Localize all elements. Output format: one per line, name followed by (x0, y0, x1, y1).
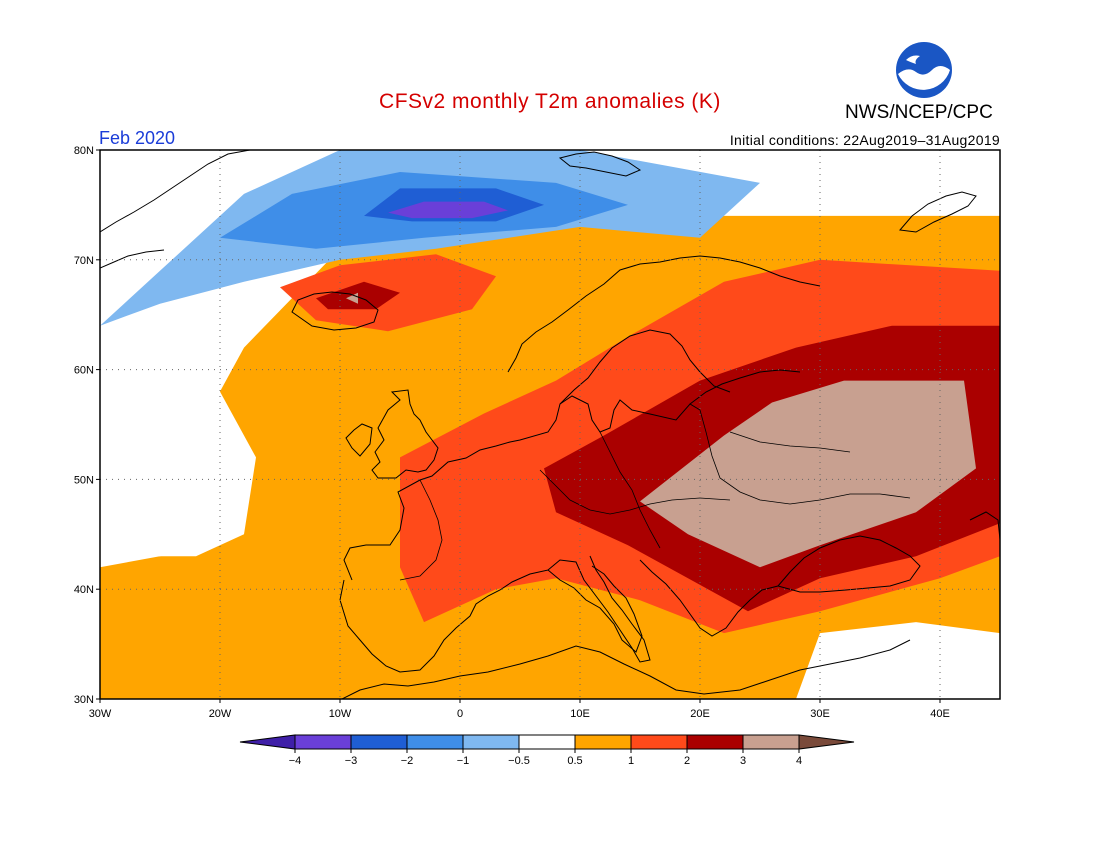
colorbar-swatch (350, 734, 408, 750)
colorbar-swatch (630, 734, 688, 750)
lat-tick-label: 30N (74, 694, 94, 706)
lon-tick-label: 30W (89, 708, 112, 720)
lat-tick-label: 70N (74, 255, 94, 267)
anomaly-region-1 (100, 150, 760, 326)
lat-tick-label: 80N (74, 145, 94, 157)
colorbar-label: −3 (345, 755, 358, 767)
colorbar-label: 2 (684, 755, 690, 767)
forecast-month: Feb 2020 (99, 128, 176, 148)
colorbar-label: −1 (457, 755, 470, 767)
chart-title: CFSv2 monthly T2m anomalies (K) (379, 90, 721, 113)
anomaly-region-12 (796, 622, 1000, 699)
anomaly-region-11 (100, 347, 256, 557)
initial-conditions: Initial conditions: 22Aug2019–31Aug2019 (729, 132, 1000, 148)
colorbar-arrow-high (798, 734, 855, 750)
colorbar-swatch (574, 734, 632, 750)
colorbar-label: 4 (796, 755, 802, 767)
noaa-logo-icon (896, 42, 952, 98)
lat-tick-label: 60N (74, 365, 94, 377)
colorbar-swatch (294, 734, 352, 750)
coastlines (100, 150, 1000, 699)
colorbar-swatch (462, 734, 520, 750)
graticule (100, 150, 1000, 699)
lon-tick-label: 20E (690, 708, 710, 720)
agency-label: NWS/NCEP/CPC (845, 102, 993, 123)
anomaly-regions (100, 150, 1000, 699)
lon-tick-label: 0 (457, 708, 463, 720)
lon-tick-label: 40E (930, 708, 950, 720)
colorbar-label: −4 (289, 755, 302, 767)
colorbar-swatch (518, 734, 576, 750)
lon-tick-label: 10E (570, 708, 590, 720)
lon-tick-label: 10W (329, 708, 352, 720)
lon-tick-label: 20W (209, 708, 232, 720)
colorbar-label: −0.5 (508, 755, 530, 767)
colorbar-label: 0.5 (567, 755, 582, 767)
lon-tick-label: 30E (810, 708, 830, 720)
anomaly-region-10 (640, 380, 976, 568)
colorbar: −4 −3 −2 −1 −0.5 0.5 1 2 3 4 (239, 734, 855, 767)
lat-tick-label: 40N (74, 584, 94, 596)
lat-tick-label: 50N (74, 474, 94, 486)
colorbar-swatch (686, 734, 744, 750)
colorbar-label: 1 (628, 755, 634, 767)
colorbar-swatch (742, 734, 800, 750)
map-frame (99, 149, 1001, 700)
colorbar-label: −2 (401, 755, 414, 767)
colorbar-arrow-low (239, 734, 296, 750)
longitude-ticks: 30W 20W 10W 0 10E 20E 30E 40E (89, 699, 950, 720)
colorbar-label: 3 (740, 755, 746, 767)
colorbar-swatch (406, 734, 464, 750)
anomaly-region-4 (388, 201, 508, 219)
latitude-ticks: 30N 40N 50N 60N 70N 80N (74, 145, 100, 706)
